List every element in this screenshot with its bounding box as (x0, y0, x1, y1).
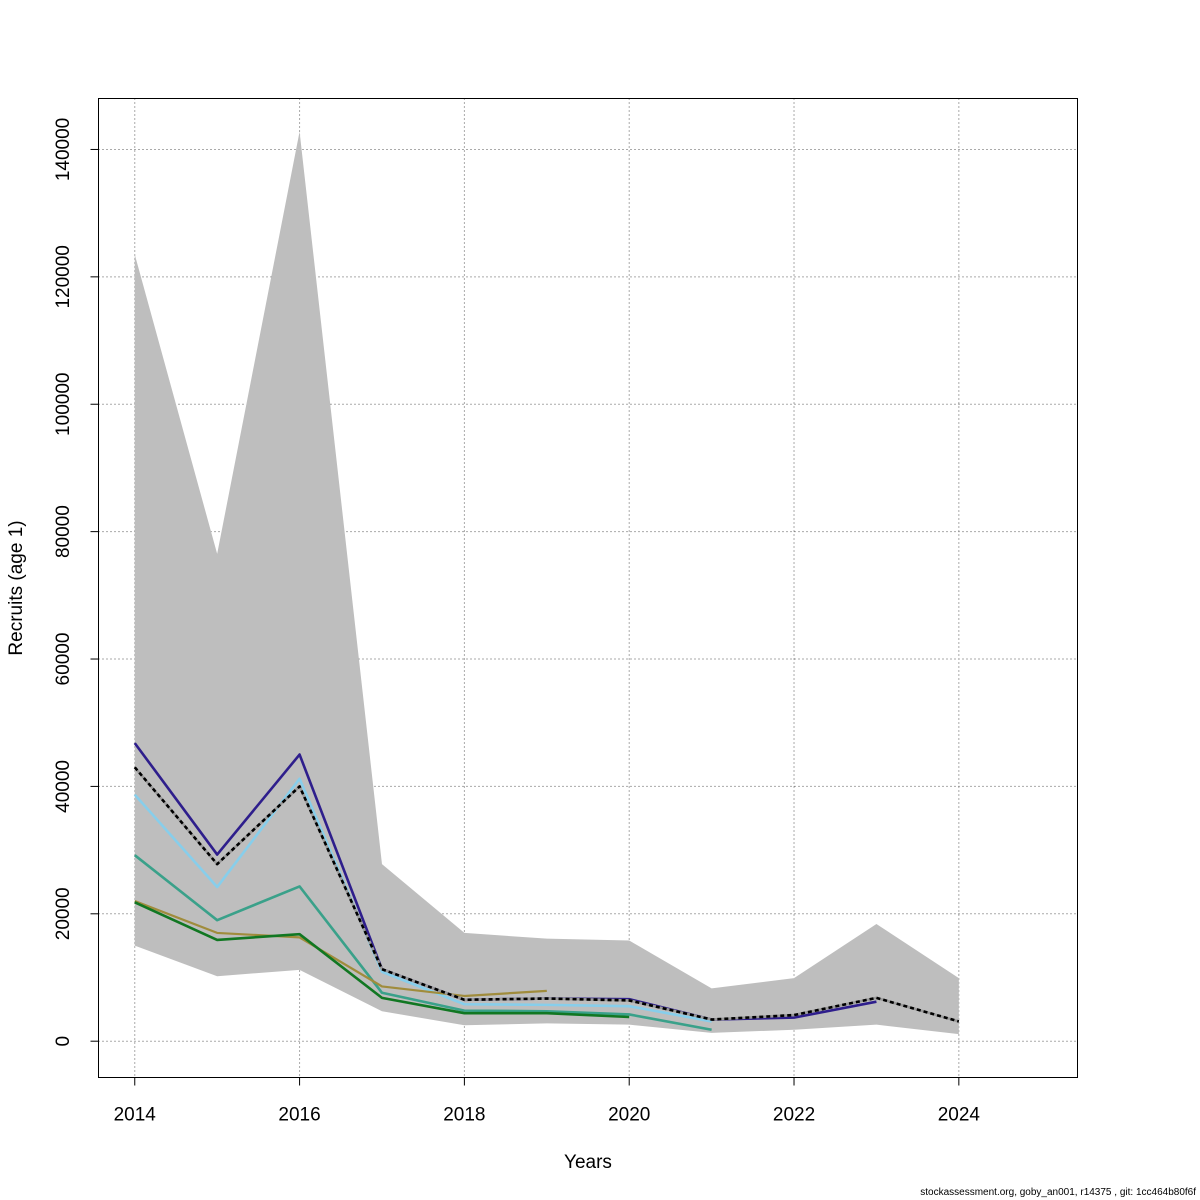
x-tick-label-2022: 2022 (773, 1105, 815, 1126)
y-tick-label-60000: 60000 (53, 633, 74, 686)
x-tick-label-2020: 2020 (608, 1105, 650, 1126)
x-tick-label-2016: 2016 (278, 1105, 320, 1126)
confidence-band-layer (134, 131, 959, 1035)
series-line-peel-4 (134, 900, 547, 998)
x-tick-label-2024: 2024 (938, 1105, 981, 1126)
y-tick-label-120000: 120000 (53, 245, 74, 308)
series-line-base-run (133, 766, 960, 1023)
y-axis-title: Recruits (age 1) (6, 520, 27, 655)
y-tick-label-100000: 100000 (53, 373, 74, 436)
series-line-peel-2 (133, 777, 712, 1023)
series-line-peel-5 (134, 901, 630, 1019)
y-tick-label-20000: 20000 (53, 887, 74, 940)
axes: 2014 2016 2018 2020 2022 2024 0 20000 40000 60000… (53, 118, 980, 1126)
footer-provenance: stockassessment.org, goby_an001, r14375 … (920, 1187, 1196, 1198)
x-axis-title: Years (564, 1152, 612, 1173)
y-tick-label-0: 0 (53, 1036, 74, 1047)
confidence-band (134, 131, 959, 1035)
y-tick-label-40000: 40000 (53, 760, 74, 813)
y-tick-label-140000: 140000 (53, 118, 74, 181)
x-tick-label-2014: 2014 (114, 1105, 157, 1126)
series-layer (133, 742, 960, 1032)
x-tick-label-2018: 2018 (443, 1105, 485, 1126)
plot-frame (98, 98, 1078, 1078)
y-tick-label-80000: 80000 (53, 505, 74, 558)
series-line-peel-3 (133, 854, 712, 1032)
